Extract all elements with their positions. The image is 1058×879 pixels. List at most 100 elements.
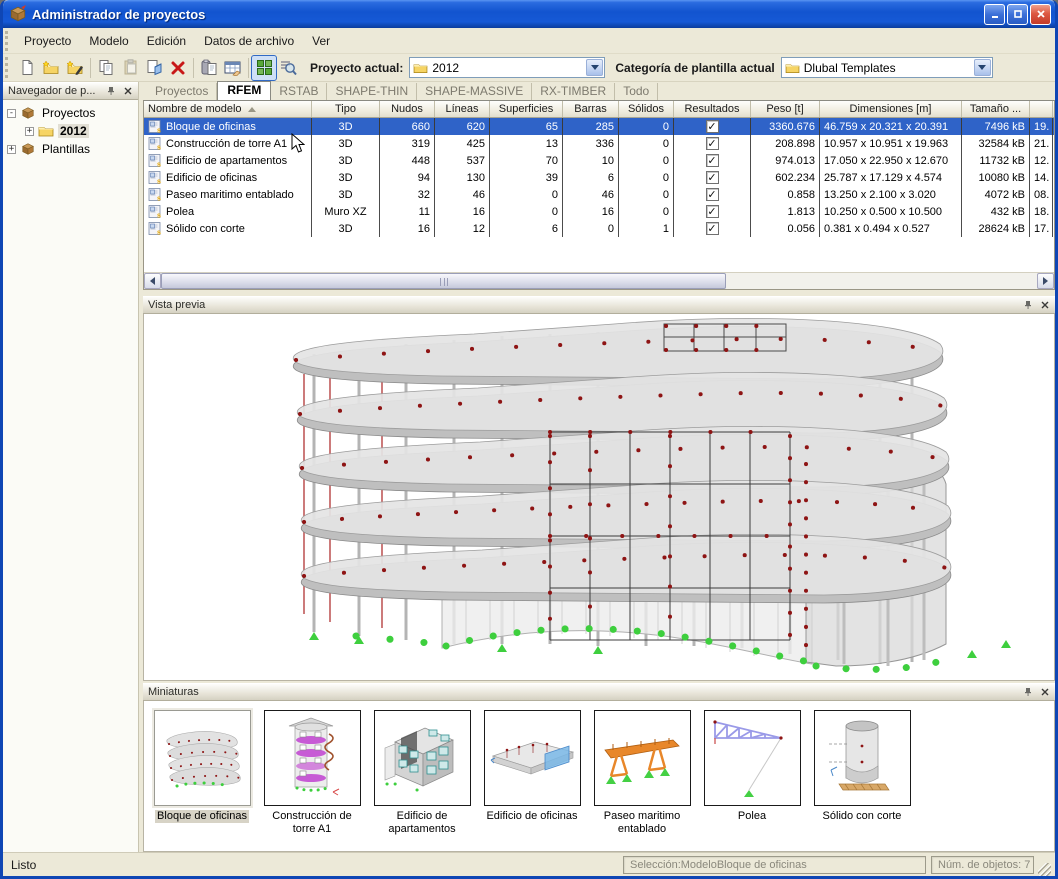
thumbnail-image[interactable] [373, 710, 471, 806]
column-header-nodes[interactable]: Nudos [380, 101, 435, 117]
close-button[interactable] [1030, 3, 1051, 25]
current-project-combobox[interactable]: 2012 [409, 57, 606, 78]
pin-button[interactable] [1020, 298, 1035, 312]
template-dropdown-button[interactable] [973, 59, 991, 76]
table-row[interactable]: Sólido con corte 3D 16 12 6 0 1 ✓ 0.056 … [144, 220, 1054, 237]
tab-shape-massive[interactable]: SHAPE-MASSIVE [417, 83, 533, 100]
menu-ver[interactable]: Ver [312, 33, 331, 48]
model-preview[interactable] [143, 314, 1055, 681]
column-header-weight[interactable]: Peso [t] [751, 101, 820, 117]
results-checkbox[interactable]: ✓ [705, 204, 719, 218]
thumbnail-image[interactable] [703, 710, 801, 806]
menu-datos-de-archivo[interactable]: Datos de archivo [204, 33, 295, 48]
new-model-button[interactable] [15, 56, 39, 80]
column-header-results[interactable]: Resultados [674, 101, 751, 117]
minimize-button[interactable] [984, 3, 1005, 25]
thumbnails-view-button[interactable] [251, 54, 277, 81]
toolbar-gripper[interactable] [5, 56, 12, 79]
thumbnail-image[interactable] [263, 710, 361, 806]
tab-rx-timber[interactable]: RX-TIMBER [532, 83, 616, 100]
thumbnail-construccion-de-torre-a1[interactable]: Construcción de torre A1 [260, 710, 364, 851]
tab-rstab[interactable]: RSTAB [271, 83, 328, 100]
tree-label[interactable]: Proyectos [42, 106, 96, 120]
tree-label[interactable]: 2012 [58, 124, 89, 138]
thumbnail-edificio-de-apartamentos[interactable]: Edificio de apartamentos [370, 710, 474, 851]
menu-gripper[interactable] [5, 30, 12, 51]
thumbnail-polea[interactable]: Polea [700, 710, 804, 851]
column-header-solids[interactable]: Sólidos [619, 101, 674, 117]
thumbnail-bloque-de-oficinas[interactable]: Bloque de oficinas [150, 708, 254, 851]
thumbnail-image[interactable] [813, 710, 911, 806]
column-header-dimensions[interactable]: Dimensiones [m] [820, 101, 962, 117]
copy-model-button[interactable] [142, 56, 166, 80]
tab-rfem[interactable]: RFEM [217, 81, 272, 100]
thumbnail-label[interactable]: Bloque de oficinas [155, 810, 249, 823]
collapse-icon[interactable]: - [7, 107, 16, 118]
table-horizontal-scrollbar[interactable] [144, 272, 1054, 289]
menu-proyecto[interactable]: Proyecto [24, 33, 72, 48]
template-category-combobox[interactable]: Dlubal Templates [780, 57, 993, 78]
thumbnail-image[interactable] [483, 710, 581, 806]
results-checkbox[interactable]: ✓ [705, 119, 719, 133]
table-row[interactable]: Edificio de apartamentos 3D 448 537 70 1… [144, 152, 1054, 169]
results-checkbox[interactable]: ✓ [705, 153, 719, 167]
column-header-surfaces[interactable]: Superficies [490, 101, 563, 117]
column-header-members[interactable]: Barras [563, 101, 619, 117]
tab-shape-thin[interactable]: SHAPE-THIN [327, 83, 418, 100]
navigator-close-button[interactable] [120, 84, 135, 98]
pin-button[interactable] [1020, 685, 1035, 699]
scrollbar-thumb[interactable] [161, 273, 726, 289]
pin-button[interactable] [103, 84, 118, 98]
edit-project-button[interactable] [63, 56, 87, 80]
rename-table-button[interactable] [221, 56, 245, 80]
expand-icon[interactable]: + [7, 143, 16, 154]
thumbnails-close-button[interactable] [1037, 685, 1052, 699]
thumbnail-paseo-maritimo-entablado[interactable]: Paseo maritimo entablado [590, 710, 694, 851]
project-dropdown-button[interactable] [586, 59, 604, 76]
results-checkbox[interactable]: ✓ [705, 221, 719, 235]
tree-node-proyectos[interactable]: - Proyectos [7, 104, 136, 122]
thumbnail-label[interactable]: Edificio de apartamentos [388, 810, 456, 835]
restore-button[interactable] [1007, 3, 1028, 25]
thumbnail-image[interactable] [593, 710, 691, 806]
resize-grip[interactable] [1038, 863, 1051, 876]
details-view-button[interactable] [276, 56, 300, 80]
title-bar[interactable]: Administrador de proyectos [3, 0, 1055, 28]
scroll-left-button[interactable] [144, 273, 161, 289]
thumbnail-label[interactable]: Paseo maritimo entablado [603, 810, 681, 835]
preview-close-button[interactable] [1037, 298, 1052, 312]
thumbnail-image[interactable] [151, 708, 253, 808]
thumbnail-solido-con-corte[interactable]: Sólido con corte [810, 710, 914, 851]
menu-modelo[interactable]: Modelo [89, 33, 129, 48]
panel-splitter[interactable] [139, 82, 143, 852]
tab-proyectos[interactable]: Proyectos [147, 83, 218, 100]
expand-icon[interactable]: + [25, 125, 34, 136]
column-header-type[interactable]: Tipo [312, 101, 380, 117]
thumbnail-label[interactable]: Sólido con corte [822, 810, 902, 822]
tree-node-plantillas[interactable]: + Plantillas [7, 140, 136, 158]
tree-label[interactable]: Plantillas [42, 142, 91, 156]
thumbnail-label[interactable]: Polea [737, 810, 767, 822]
results-checkbox[interactable]: ✓ [705, 170, 719, 184]
table-row[interactable]: Paseo maritimo entablado 3D 32 46 0 46 0… [144, 186, 1054, 203]
paste-special-button[interactable] [197, 56, 221, 80]
scroll-right-button[interactable] [1037, 273, 1054, 289]
copy-button[interactable] [94, 56, 118, 80]
column-header-lines[interactable]: Líneas [435, 101, 490, 117]
table-row[interactable]: Construcción de torre A1 3D 319 425 13 3… [144, 135, 1054, 152]
scrollbar-track[interactable] [161, 273, 1037, 289]
results-checkbox[interactable]: ✓ [705, 187, 719, 201]
thumbnail-edificio-de-oficinas[interactable]: Edificio de oficinas [480, 710, 584, 851]
tree-node-2012[interactable]: + 2012 [7, 122, 136, 140]
column-header-size[interactable]: Tamaño ... [962, 101, 1030, 117]
table-row[interactable]: Polea Muro XZ 11 16 0 16 0 ✓ 1.813 10.25… [144, 203, 1054, 220]
thumbnail-label[interactable]: Edificio de oficinas [486, 810, 578, 822]
new-project-button[interactable] [39, 56, 63, 80]
thumbnail-label[interactable]: Construcción de torre A1 [272, 810, 352, 835]
table-row[interactable]: Edificio de oficinas 3D 94 130 39 6 0 ✓ … [144, 169, 1054, 186]
table-row[interactable]: Bloque de oficinas 3D 660 620 65 285 0 ✓… [144, 118, 1054, 135]
tab-todo[interactable]: Todo [615, 83, 659, 100]
menu-edicion[interactable]: Edición [146, 33, 187, 48]
column-header-name[interactable]: Nombre de modelo [144, 101, 312, 117]
delete-button[interactable] [166, 56, 190, 80]
